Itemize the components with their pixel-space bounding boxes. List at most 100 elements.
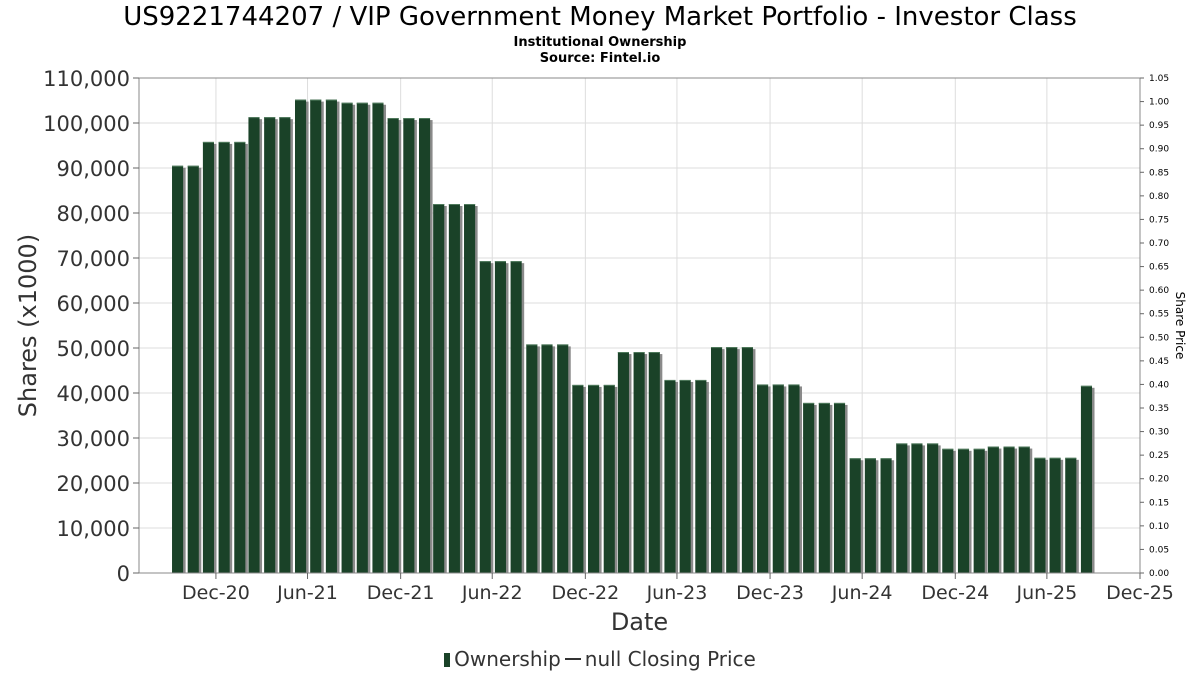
ownership-bar <box>172 165 184 573</box>
y2-tick-label: 0.65 <box>1149 263 1169 273</box>
price-legend-line <box>564 658 581 660</box>
ownership-bar <box>310 99 322 573</box>
y-axis-label: Shares (x1000) <box>14 234 42 417</box>
ownership-bar <box>849 458 861 573</box>
ownership-bar <box>218 141 230 573</box>
ownership-bar <box>633 352 645 573</box>
ownership-bar <box>541 344 553 573</box>
y-tick-label: 80,000 <box>57 202 130 226</box>
y2-tick-label: 0.00 <box>1149 569 1169 579</box>
ownership-bar <box>973 448 985 573</box>
y-tick-label: 10,000 <box>57 517 130 541</box>
ownership-bar <box>387 118 399 574</box>
ownership-bar <box>726 347 738 573</box>
x-tick-label: Jun-24 <box>831 582 893 604</box>
ownership-bar <box>341 102 353 573</box>
y2-axis-label: Share Price <box>1173 292 1187 360</box>
y2-tick-label: 0.70 <box>1149 239 1169 249</box>
ownership-bar <box>248 117 260 574</box>
y2-tick-label: 0.25 <box>1149 451 1169 461</box>
y2-tick-label: 0.55 <box>1149 310 1169 320</box>
y2-tick-label: 0.35 <box>1149 404 1169 414</box>
x-tick-label: Dec-21 <box>367 582 435 604</box>
ownership-bar <box>695 379 707 573</box>
ownership-bar <box>1018 446 1030 573</box>
ownership-bar <box>803 402 815 573</box>
ownership-bar <box>588 384 600 573</box>
x-axis-label: Date <box>611 608 668 636</box>
x-tick-label: Jun-21 <box>276 582 338 604</box>
y-tick-label: 60,000 <box>57 292 130 316</box>
y-axis-ticks: 0 10,000 20,000 30,000 40,000 50,000 60,000 70,… <box>43 67 139 586</box>
ownership-bar <box>927 443 939 573</box>
ownership-bar <box>418 118 431 574</box>
ownership-bar <box>942 448 954 573</box>
ownership-bar <box>372 102 384 573</box>
ownership-bar <box>479 261 491 573</box>
ownership-chart: 0 10,000 20,000 30,000 40,000 50,000 60,000 70,… <box>14 67 1187 636</box>
ownership-bar <box>356 102 368 573</box>
y2-tick-label: 0.95 <box>1149 121 1169 131</box>
x-tick-label: Jun-23 <box>646 582 708 604</box>
ownership-bar <box>494 261 506 573</box>
ownership-bar <box>433 204 445 573</box>
ownership-bar <box>1080 385 1093 573</box>
y-tick-label: 0 <box>117 562 130 586</box>
ownership-bar <box>710 347 723 573</box>
ownership-bar <box>679 379 691 573</box>
chart-source: Source: Fintel.io <box>539 51 661 66</box>
ownership-bar <box>264 117 276 574</box>
ownership-bar <box>788 384 800 573</box>
ownership-bar <box>234 141 246 573</box>
ownership-bar <box>526 344 538 573</box>
ownership-bar <box>403 118 415 574</box>
ownership-bar <box>757 384 769 573</box>
ownership-bar <box>617 352 629 573</box>
ownership-legend-label: Ownership <box>454 647 561 671</box>
y2-tick-label: 0.45 <box>1149 357 1169 367</box>
y2-tick-label: 0.60 <box>1149 286 1169 296</box>
y2-tick-label: 0.20 <box>1149 475 1169 485</box>
ownership-bar <box>648 352 660 573</box>
chart-subtitle: Institutional Ownership <box>513 35 687 50</box>
y2-tick-label: 0.75 <box>1149 215 1169 225</box>
x-axis-ticks: Dec-20 Jun-21 Dec-21 Jun-22 Dec-22 Jun-23 Dec-… <box>182 573 1174 604</box>
x-tick-label: Jun-22 <box>461 582 523 604</box>
ownership-bar <box>864 458 876 573</box>
ownership-bar <box>896 443 908 573</box>
y2-tick-label: 0.90 <box>1149 145 1169 155</box>
y-tick-label: 110,000 <box>43 67 130 91</box>
ownership-bar <box>325 99 337 573</box>
y-tick-label: 100,000 <box>43 112 130 136</box>
y-tick-label: 30,000 <box>57 427 130 451</box>
bars-group <box>172 99 1095 574</box>
legend: Ownership null Closing Price <box>0 647 1200 671</box>
ownership-bar <box>295 99 307 573</box>
x-tick-label: Dec-22 <box>551 582 619 604</box>
y-tick-label: 90,000 <box>57 157 130 181</box>
y2-tick-label: 0.05 <box>1149 545 1169 555</box>
ownership-bar <box>279 117 291 574</box>
x-tick-label: Dec-23 <box>736 582 804 604</box>
ownership-bar <box>1034 457 1046 573</box>
ownership-bar <box>741 347 753 573</box>
chart-title: US9221744207 / VIP Government Money Mark… <box>123 2 1077 32</box>
ownership-bar <box>510 261 522 573</box>
ownership-bar <box>880 458 892 573</box>
y2-tick-label: 0.40 <box>1149 380 1169 390</box>
ownership-bar <box>957 448 970 573</box>
ownership-legend-swatch <box>444 653 451 667</box>
ownership-bar <box>833 402 846 573</box>
ownership-bar <box>987 446 999 573</box>
ownership-bar <box>911 443 923 573</box>
y2-tick-label: 0.30 <box>1149 428 1169 438</box>
y2-axis-ticks: 0.00 0.05 0.10 0.15 0.20 0.25 0.30 0.35 0.40 0.45… <box>1140 74 1169 579</box>
plot-frame <box>138 77 1141 574</box>
ownership-bar <box>603 384 615 573</box>
y2-tick-label: 0.80 <box>1149 192 1169 202</box>
ownership-bar <box>557 344 569 573</box>
ownership-bar <box>572 384 584 573</box>
ownership-bar <box>664 379 676 573</box>
y-tick-label: 20,000 <box>57 472 130 496</box>
ownership-bar <box>202 141 214 573</box>
